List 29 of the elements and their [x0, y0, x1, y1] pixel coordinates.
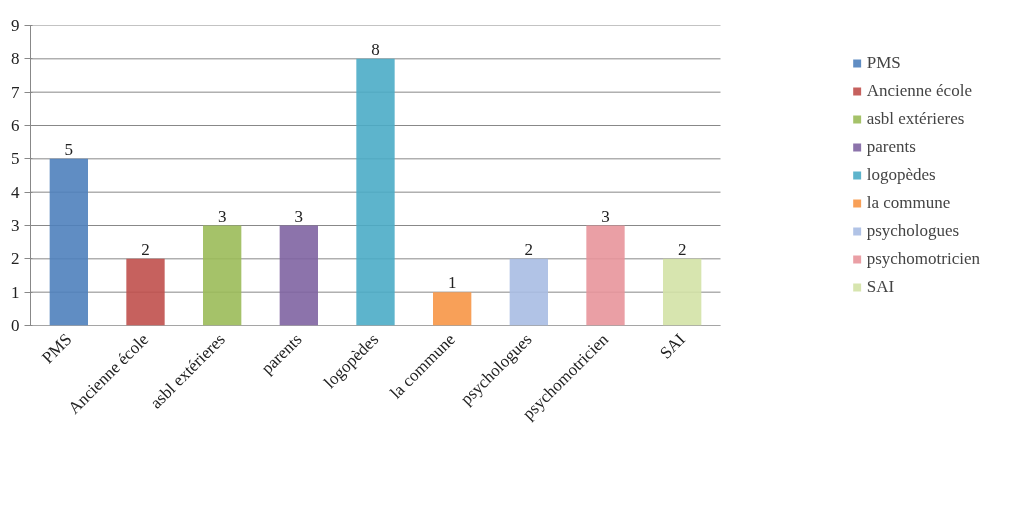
y-tick-label: 6	[11, 116, 20, 135]
data-label: 2	[677, 239, 687, 259]
legend-label: PMS	[866, 53, 901, 73]
data-label: 8	[371, 39, 380, 59]
data-label: 3	[217, 206, 227, 226]
legend-label: Ancienne école	[866, 81, 972, 101]
y-tick-label: 7	[11, 82, 20, 102]
data-label: 1	[447, 273, 457, 293]
data-label: 2	[524, 239, 534, 259]
legend-label: psychologues	[866, 221, 960, 241]
y-tick-label: 9	[11, 16, 20, 35]
legend-label: parents	[866, 137, 916, 157]
legend-label: SAI	[866, 277, 895, 297]
y-tick-label: 8	[11, 49, 20, 69]
y-tick-label: 2	[11, 249, 20, 269]
legend-label: psychomotricien	[866, 249, 980, 269]
data-label: 3	[294, 206, 304, 226]
legend-label: la commune	[866, 193, 951, 213]
y-tick-label: 3	[11, 216, 20, 235]
legend-label: logopèdes	[866, 165, 936, 185]
y-tick-label: 0	[11, 316, 20, 335]
data-label: 3	[601, 206, 610, 226]
y-tick-label: 1	[11, 282, 20, 302]
data-label: 5	[64, 139, 74, 159]
x-tick-label: SAI	[656, 329, 690, 363]
data-label: 2	[141, 239, 150, 259]
y-tick-label: 5	[11, 149, 20, 169]
y-tick-label: 4	[11, 182, 20, 202]
legend-label: asbl extérieres	[866, 109, 965, 129]
